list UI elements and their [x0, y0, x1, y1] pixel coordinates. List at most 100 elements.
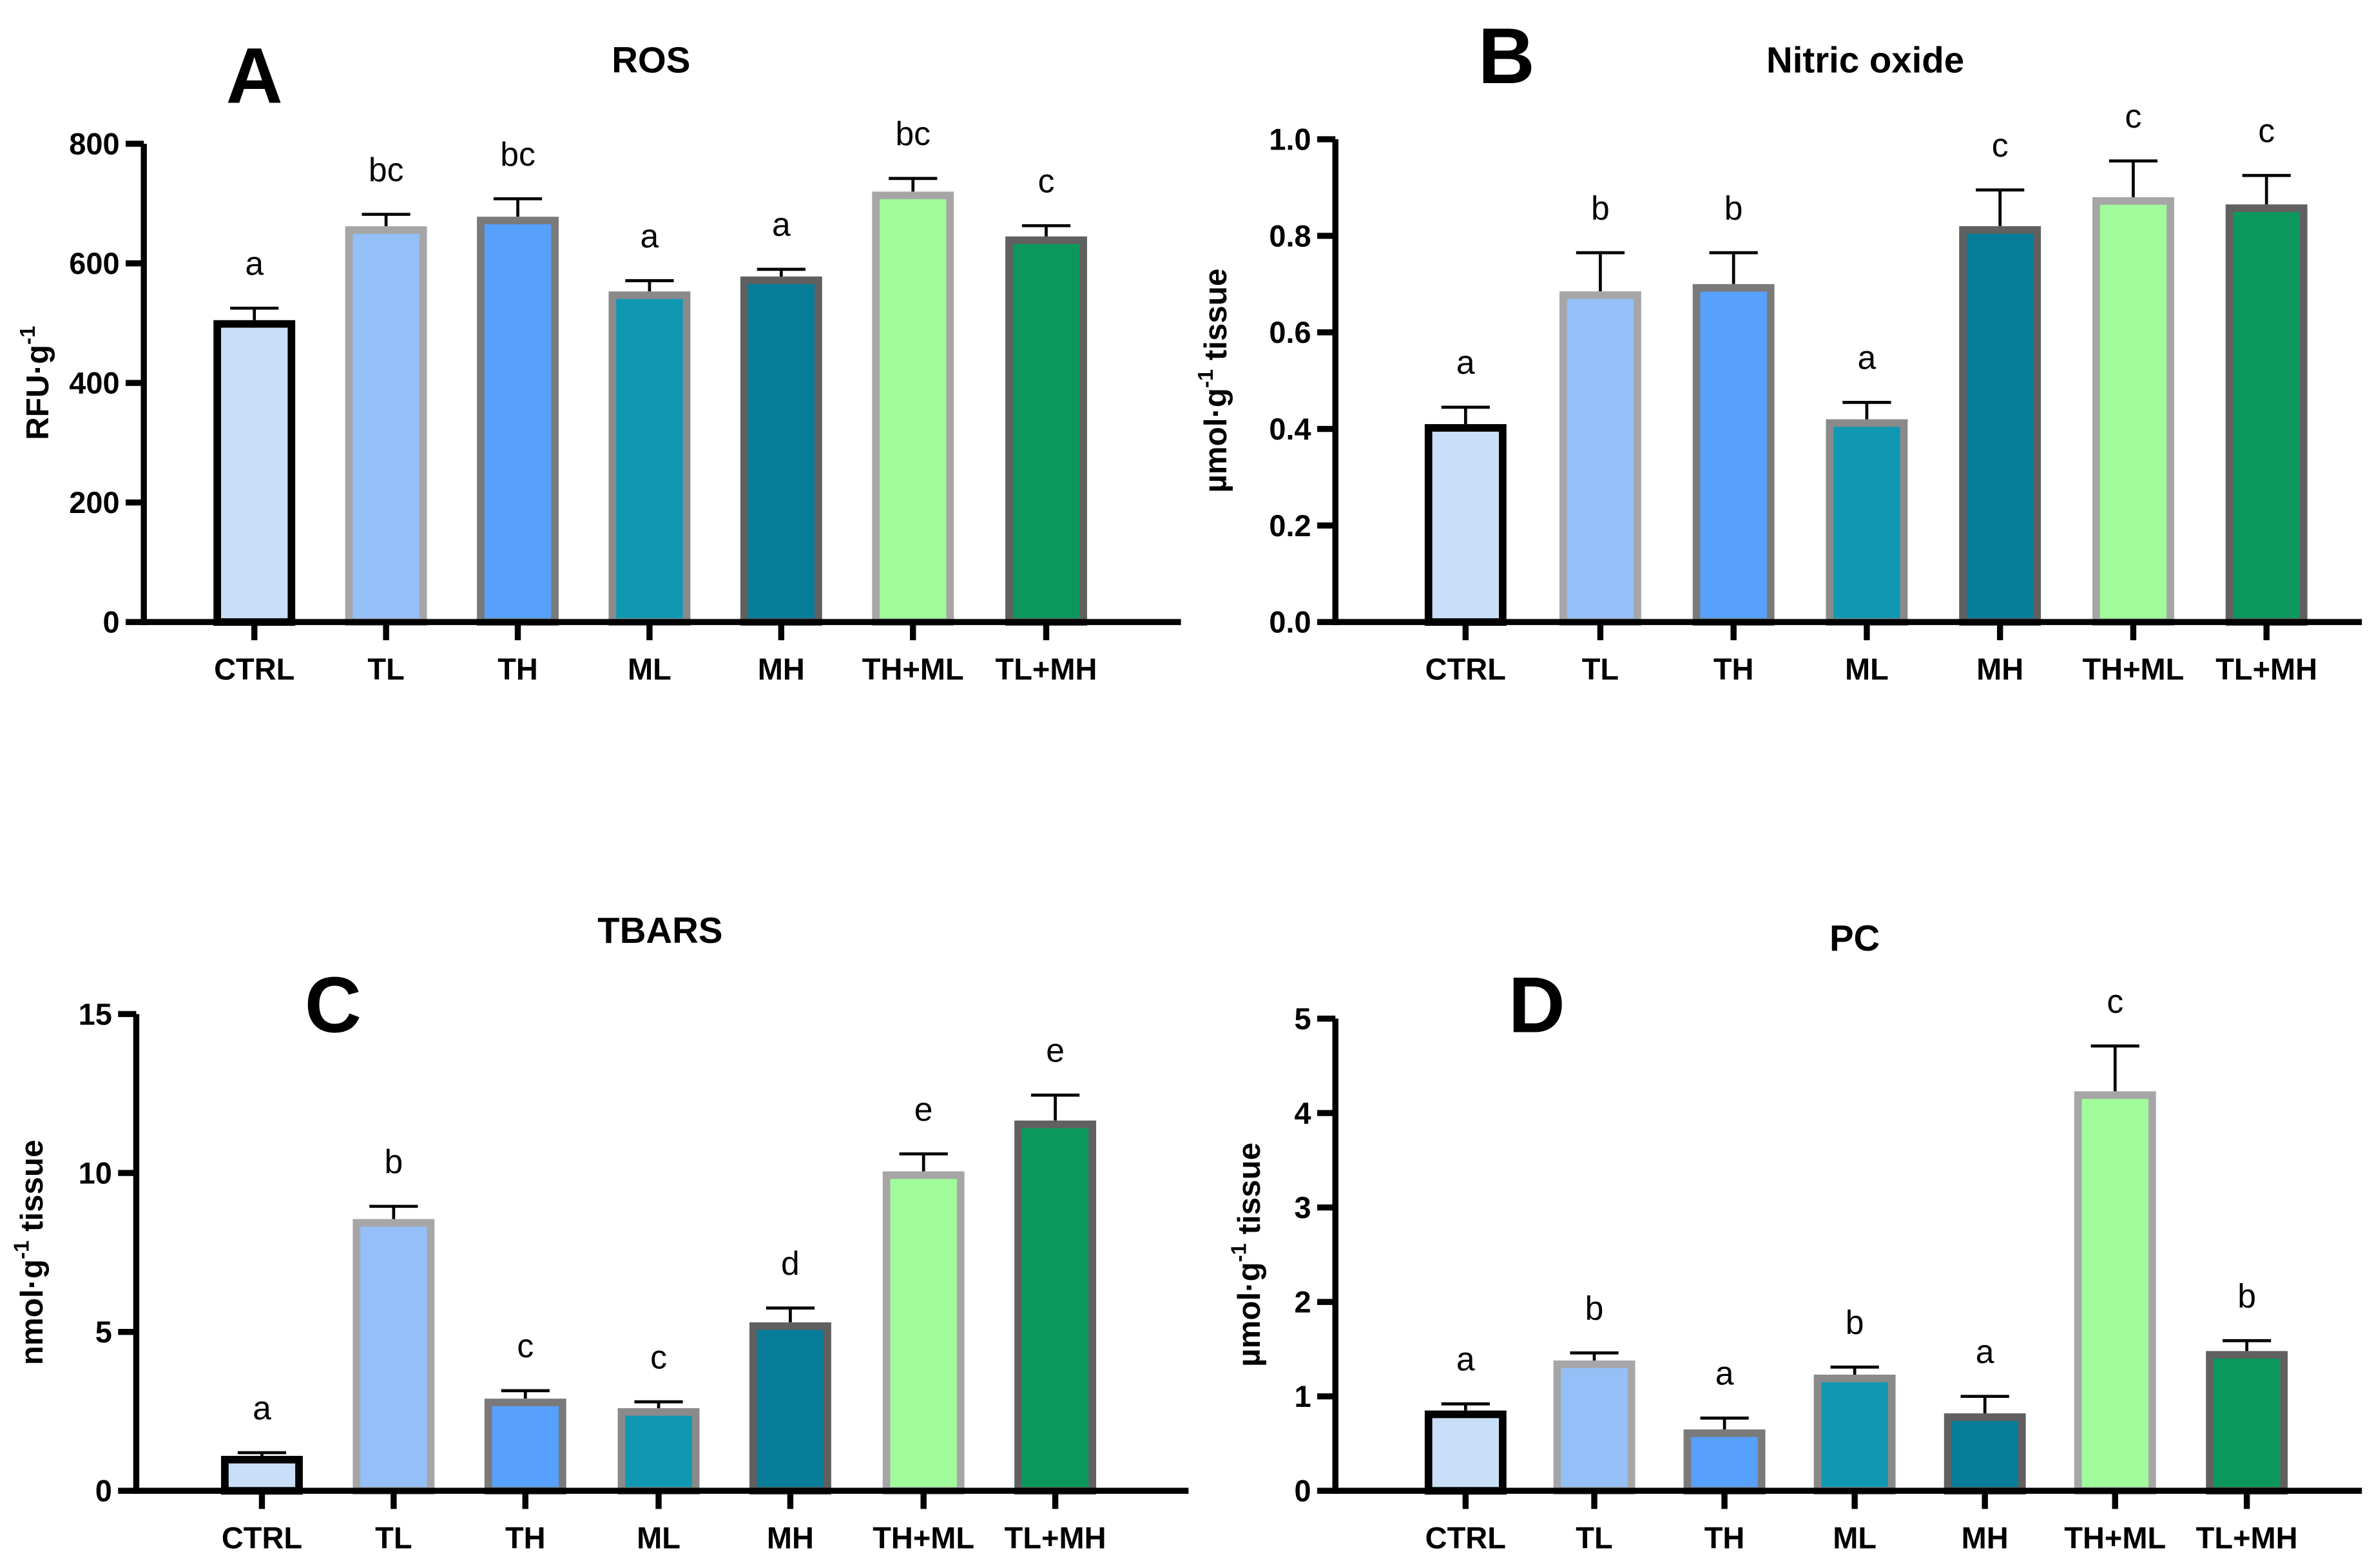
y-axis-label: µmol·g-1 tissue — [1193, 269, 1233, 493]
significance-letter: a — [1715, 1355, 1734, 1392]
x-tick-label: TH+ML — [2064, 1520, 2166, 1554]
panel-B: B Nitric oxide µmol·g-1 tissue a CTRL b TL b TH a… — [1193, 12, 2362, 686]
y-tick-label: 3 — [1295, 1190, 1311, 1224]
bar-TH — [477, 217, 559, 626]
bar-MH — [749, 1322, 831, 1495]
x-tick-label: TL+MH — [1005, 1520, 1106, 1554]
bar-ML — [608, 291, 691, 626]
chart-title: TBARS — [597, 910, 722, 951]
bar-CTRL — [1424, 424, 1507, 626]
x-tick-label: TH — [1713, 652, 1754, 686]
bar-TH — [484, 1399, 566, 1495]
significance-letter: e — [1046, 1032, 1065, 1069]
bar-TL+MH — [1005, 236, 1087, 626]
x-tick-label: CTRL — [1425, 652, 1506, 686]
y-tick-label: 10 — [79, 1156, 112, 1190]
y-label-base: nmol·g — [14, 1259, 50, 1365]
y-tick-label: 15 — [79, 997, 112, 1031]
x-tick-label: MH — [767, 1520, 814, 1554]
significance-letter: b — [2237, 1277, 2256, 1315]
x-tick-label: MH — [1976, 652, 2023, 686]
bar-TH — [1683, 1429, 1766, 1495]
y-tick-label: 0.8 — [1269, 218, 1311, 253]
y-tick-label: 0.4 — [1269, 412, 1311, 446]
significance-letter: a — [1858, 339, 1877, 376]
x-tick-label: TH+ML — [873, 1520, 974, 1554]
x-tick-label: ML — [1845, 652, 1889, 686]
x-tick-label: TL — [1582, 652, 1619, 686]
y-label-superscript: -1 — [1193, 369, 1217, 388]
chart-title: Nitric oxide — [1766, 40, 1964, 81]
x-tick-label: TH — [505, 1520, 546, 1554]
x-tick-label: CTRL — [214, 652, 294, 686]
significance-letter: b — [1585, 1290, 1604, 1327]
y-label-base: RFU·g — [20, 345, 55, 440]
y-tick-label: 4 — [1295, 1096, 1311, 1130]
bar-CTRL — [213, 320, 296, 626]
y-tick-label: 0.6 — [1269, 315, 1311, 349]
significance-letter: c — [650, 1338, 667, 1375]
bar-TL+MH — [2225, 204, 2308, 626]
x-tick-label: ML — [1833, 1520, 1877, 1554]
significance-letter: c — [2125, 97, 2142, 135]
x-tick-label: CTRL — [1425, 1520, 1506, 1554]
y-tick-label: 400 — [69, 366, 119, 400]
panel-letter: B — [1478, 12, 1535, 100]
significance-letter: a — [245, 245, 264, 282]
x-tick-label: TH+ML — [2082, 652, 2184, 686]
bar-CTRL — [221, 1455, 303, 1495]
y-tick-label: 0 — [95, 1474, 112, 1508]
significance-letter: a — [253, 1389, 271, 1426]
bar-CTRL — [1424, 1410, 1507, 1495]
y-label-suffix: tissue — [1198, 269, 1233, 369]
bar-TL+MH — [2206, 1351, 2288, 1495]
y-tick-label: 0 — [102, 605, 119, 639]
x-tick-label: TL+MH — [2196, 1520, 2298, 1554]
bar-ML — [1813, 1374, 1896, 1495]
y-tick-label: 200 — [69, 485, 119, 519]
x-tick-label: TL — [375, 1520, 412, 1554]
significance-letter: b — [1846, 1304, 1864, 1341]
bar-MH — [1959, 226, 2041, 626]
y-tick-label: 1.0 — [1269, 122, 1311, 157]
x-tick-label: ML — [628, 652, 671, 686]
bar-TL — [1553, 1360, 1636, 1495]
bar-TH — [1692, 284, 1775, 626]
significance-letter: a — [772, 206, 791, 243]
panel-D: D PC µmol·g-1 tissue a CTRL b TL a TH b ML a MH c TH+M… — [1227, 918, 2362, 1554]
y-axis-label: nmol·g-1 tissue — [10, 1139, 50, 1365]
x-tick-label: TH — [497, 652, 538, 686]
y-tick-label: 800 — [69, 127, 119, 161]
bar-ML — [617, 1408, 700, 1495]
significance-letter: a — [1976, 1333, 1994, 1370]
y-tick-label: 1 — [1295, 1379, 1311, 1413]
panel-letter: D — [1509, 961, 1565, 1049]
significance-letter: c — [2107, 982, 2123, 1020]
y-tick-label: 0.0 — [1269, 605, 1311, 639]
bar-MH — [740, 276, 822, 626]
significance-letter: c — [1038, 162, 1055, 200]
x-tick-label: TL+MH — [2215, 652, 2317, 686]
significance-letter: c — [1992, 126, 2009, 164]
significance-letter: c — [2258, 112, 2275, 150]
y-tick-label: 0 — [1295, 1474, 1311, 1508]
y-axis-label: µmol·g-1 tissue — [1227, 1143, 1267, 1367]
bar-TH+ML — [872, 191, 954, 626]
x-tick-label: MH — [1962, 1520, 2009, 1554]
y-axis-label: RFU·g-1 — [15, 326, 55, 440]
bar-TL — [352, 1219, 435, 1495]
x-tick-label: TH+ML — [862, 652, 964, 686]
bar-ML — [1826, 419, 1908, 626]
x-tick-label: TH — [1704, 1520, 1745, 1554]
panel-A: A ROS RFU·g-1 a CTRL bc TL bc TH a ML a MH bc TH+ML c TL… — [15, 32, 1181, 686]
significance-letter: bc — [500, 135, 536, 173]
bar-TH+ML — [882, 1171, 965, 1495]
chart-title: ROS — [612, 40, 690, 81]
y-label-superscript: -1 — [1227, 1243, 1251, 1262]
bar-MH — [1944, 1413, 2026, 1495]
y-label-suffix: tissue — [14, 1139, 50, 1240]
significance-letter: e — [914, 1090, 933, 1128]
x-tick-label: TL — [1576, 1520, 1612, 1554]
y-label-superscript: -1 — [10, 1241, 34, 1259]
